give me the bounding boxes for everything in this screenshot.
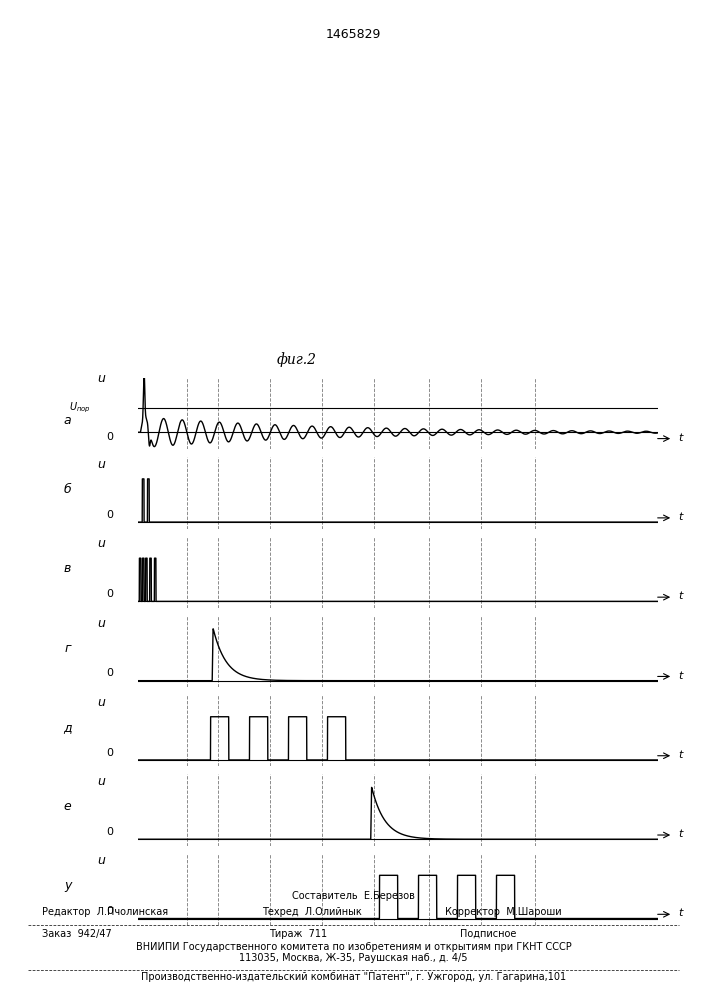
Text: u: u (98, 775, 105, 788)
Text: фиг.2: фиг.2 (277, 352, 317, 367)
Text: t: t (678, 829, 683, 839)
Text: Заказ  942/47: Заказ 942/47 (42, 929, 112, 939)
Text: t: t (678, 750, 683, 760)
Text: u: u (98, 854, 105, 867)
Text: д: д (64, 721, 72, 734)
Text: Корректор  М.Шароши: Корректор М.Шароши (445, 907, 562, 917)
Text: $U_{пор}$: $U_{пор}$ (69, 401, 91, 415)
Text: Техред  Л.Олийнык: Техред Л.Олийнык (262, 907, 361, 917)
Text: 0: 0 (106, 589, 113, 599)
Text: 113035, Москва, Ж-35, Раушская наб., д. 4/5: 113035, Москва, Ж-35, Раушская наб., д. … (239, 953, 468, 963)
Text: t: t (678, 433, 683, 443)
Text: у: у (64, 879, 71, 892)
Text: е: е (64, 800, 71, 813)
Text: Редактор  Л.Пчолинская: Редактор Л.Пчолинская (42, 907, 168, 917)
Text: t: t (678, 512, 683, 522)
Text: u: u (98, 696, 105, 709)
Text: ВНИИПИ Государственного комитета по изобретениям и открытиям при ГКНТ СССР: ВНИИПИ Государственного комитета по изоб… (136, 942, 571, 952)
Text: в: в (64, 562, 71, 575)
Text: 0: 0 (106, 906, 113, 916)
Text: а: а (64, 414, 71, 427)
Text: 1465829: 1465829 (326, 28, 381, 41)
Text: 0: 0 (106, 668, 113, 678)
Text: Подписное: Подписное (460, 929, 516, 939)
Text: Производственно-издательский комбинат "Патент", г. Ужгород, ул. Гагарина,101: Производственно-издательский комбинат "П… (141, 972, 566, 982)
Text: 0: 0 (106, 827, 113, 837)
Text: u: u (98, 458, 105, 471)
Text: u: u (98, 537, 105, 550)
Text: 0: 0 (106, 510, 113, 520)
Text: г: г (64, 642, 71, 654)
Text: Тираж  711: Тираж 711 (269, 929, 327, 939)
Text: б: б (64, 483, 71, 496)
Text: u: u (98, 371, 105, 384)
Text: t: t (678, 908, 683, 918)
Text: 0: 0 (106, 432, 113, 442)
Text: t: t (678, 671, 683, 681)
Text: t: t (678, 591, 683, 601)
Text: 0: 0 (106, 748, 113, 758)
Text: Составитель  Е.Березов: Составитель Е.Березов (292, 891, 415, 901)
Text: u: u (98, 617, 105, 630)
